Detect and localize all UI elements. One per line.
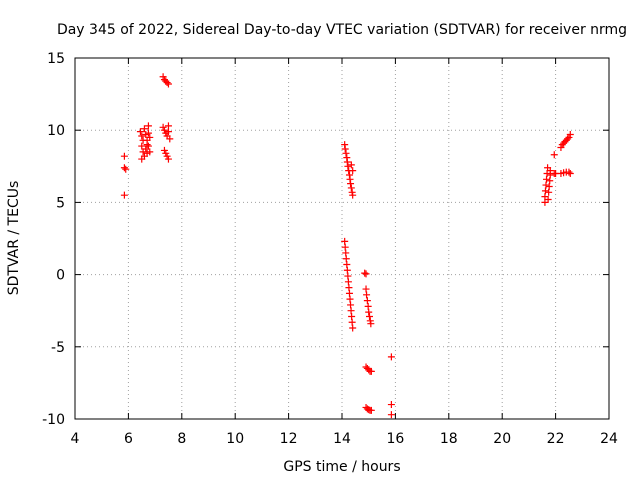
data-point — [366, 312, 374, 320]
data-point — [146, 133, 154, 141]
data-point — [163, 79, 171, 87]
y-tick-label: 0 — [56, 268, 65, 284]
data-point — [565, 168, 573, 176]
data-point — [367, 367, 375, 375]
data-points — [120, 73, 574, 419]
x-tick-label: 12 — [280, 431, 298, 447]
data-point — [144, 142, 152, 150]
y-tick-label: -5 — [51, 340, 65, 356]
data-point — [544, 196, 552, 204]
data-point — [164, 155, 172, 163]
data-point — [138, 132, 146, 140]
data-point — [367, 320, 375, 328]
data-point — [166, 135, 174, 143]
data-point — [341, 145, 349, 153]
data-point — [363, 291, 371, 299]
data-point — [143, 141, 151, 149]
x-tick-label: 10 — [226, 431, 244, 447]
chart-title: Day 345 of 2022, Sidereal Day-to-day VTE… — [57, 22, 627, 38]
x-tick-label: 22 — [547, 431, 565, 447]
x-tick-label: 20 — [493, 431, 511, 447]
data-point — [566, 131, 574, 139]
data-point — [144, 129, 152, 137]
data-point — [144, 122, 152, 130]
data-point — [164, 128, 172, 136]
x-tick-label: 18 — [440, 431, 458, 447]
x-tick-label: 6 — [124, 431, 133, 447]
data-point — [387, 411, 395, 419]
x-tick-label: 24 — [600, 431, 618, 447]
data-point — [566, 170, 574, 178]
data-point — [120, 164, 128, 172]
data-point — [138, 142, 146, 150]
data-point — [387, 353, 395, 361]
data-point — [164, 80, 172, 88]
x-axis-label: GPS time / hours — [283, 459, 400, 475]
data-point — [349, 324, 357, 332]
data-point — [146, 148, 154, 156]
data-point — [120, 152, 128, 160]
data-point — [387, 401, 395, 409]
axis-ticks: 4 6 8 10 12 14 16 18 20 22 24 -10 -5 0 5 10 15 — [42, 51, 618, 447]
data-point — [138, 155, 146, 163]
y-tick-label: 10 — [47, 123, 65, 139]
data-point — [347, 161, 355, 169]
data-point — [136, 128, 144, 136]
y-axis-label: SDTVAR / TECUs — [6, 181, 22, 296]
data-point — [361, 269, 369, 277]
y-tick-label: 5 — [56, 195, 65, 211]
y-tick-label: 15 — [47, 51, 65, 67]
data-point — [347, 180, 355, 188]
data-point — [546, 167, 554, 175]
data-point — [344, 162, 352, 170]
data-point — [349, 191, 357, 199]
data-point — [140, 125, 148, 133]
data-point — [367, 406, 375, 414]
data-point — [363, 297, 371, 305]
data-point — [362, 270, 370, 278]
data-point — [365, 308, 373, 316]
data-point — [122, 165, 130, 173]
data-point — [347, 184, 355, 192]
data-point — [342, 149, 350, 157]
y-tick-label: -10 — [42, 412, 65, 428]
data-point — [120, 191, 128, 199]
data-point — [550, 151, 558, 159]
data-point — [349, 167, 357, 175]
x-tick-label: 4 — [71, 431, 80, 447]
grid-lines — [75, 58, 609, 419]
x-tick-label: 8 — [177, 431, 186, 447]
x-tick-label: 16 — [386, 431, 404, 447]
x-tick-label: 14 — [333, 431, 351, 447]
data-point — [564, 135, 572, 143]
